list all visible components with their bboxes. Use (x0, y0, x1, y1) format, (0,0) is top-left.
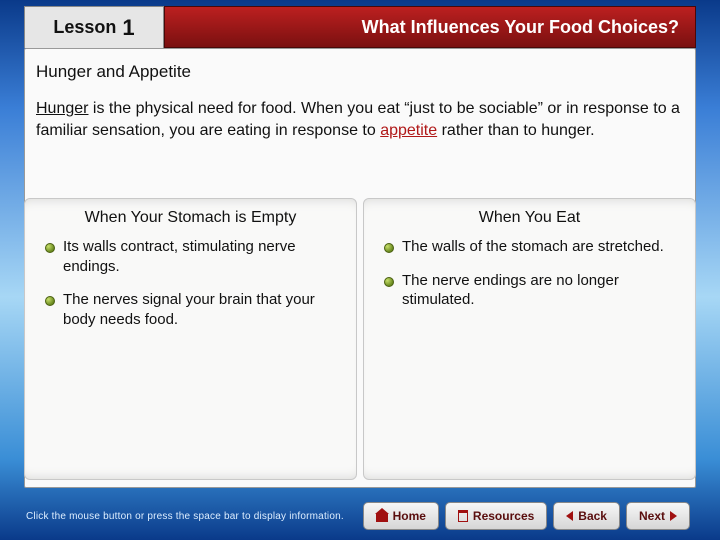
resources-icon (458, 510, 468, 522)
panel-when-you-eat: When You Eat The walls of the stomach ar… (363, 198, 696, 480)
panel-list-right: The walls of the stomach are stretched. … (376, 237, 683, 324)
lesson-tab: Lesson 1 (24, 6, 164, 48)
list-item: The nerve endings are no longer stimulat… (384, 271, 683, 310)
page-title-bar: What Influences Your Food Choices? (164, 6, 696, 48)
body-paragraph: Hunger is the physical need for food. Wh… (36, 98, 684, 141)
subheading: Hunger and Appetite (36, 62, 191, 82)
lesson-number: 1 (122, 15, 134, 41)
vocab-term-appetite: appetite (380, 122, 437, 139)
back-label: Back (578, 509, 607, 523)
home-icon (376, 510, 388, 522)
vocab-term-hunger: Hunger (36, 100, 88, 117)
next-label: Next (639, 509, 665, 523)
resources-button[interactable]: Resources (445, 502, 547, 530)
next-icon (670, 511, 677, 521)
panel-title-left: When Your Stomach is Empty (37, 209, 344, 227)
panel-stomach-empty: When Your Stomach is Empty Its walls con… (24, 198, 357, 480)
resources-label: Resources (473, 509, 534, 523)
header-bar: Lesson 1 What Influences Your Food Choic… (0, 0, 720, 48)
list-item: Its walls contract, stimulating nerve en… (45, 237, 344, 276)
panel-list-left: Its walls contract, stimulating nerve en… (37, 237, 344, 343)
next-button[interactable]: Next (626, 502, 690, 530)
paragraph-part-2: rather than to hunger. (437, 122, 594, 139)
footer-hint: Click the mouse button or press the spac… (26, 511, 344, 522)
home-label: Home (393, 509, 426, 523)
info-panels: When Your Stomach is Empty Its walls con… (24, 198, 696, 480)
list-item: The walls of the stomach are stretched. (384, 237, 683, 257)
page-title: What Influences Your Food Choices? (362, 17, 679, 38)
footer: Click the mouse button or press the spac… (0, 492, 720, 540)
panel-title-right: When You Eat (376, 209, 683, 227)
lesson-label: Lesson (53, 17, 116, 38)
nav-buttons: Home Resources Back Next (363, 502, 690, 530)
back-button[interactable]: Back (553, 502, 620, 530)
list-item: The nerves signal your brain that your b… (45, 290, 344, 329)
back-icon (566, 511, 573, 521)
home-button[interactable]: Home (363, 502, 439, 530)
